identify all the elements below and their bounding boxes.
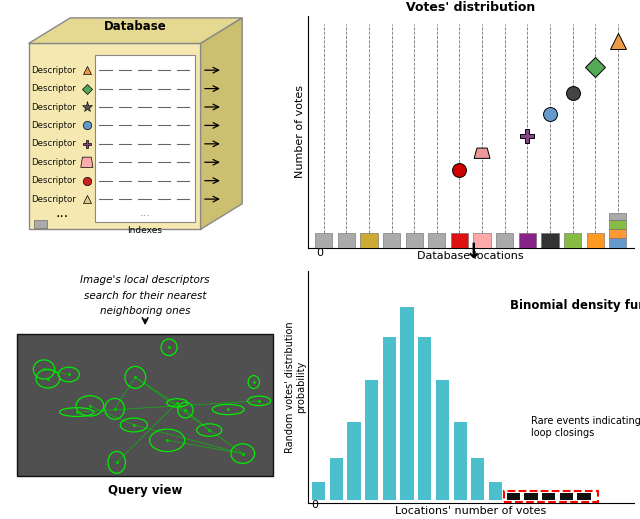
Text: Descriptor: Descriptor (31, 158, 76, 167)
Polygon shape (200, 18, 242, 229)
Bar (542, 493, 556, 500)
Bar (17, 334, 273, 475)
Bar (471, 458, 484, 500)
Bar (338, 233, 355, 248)
Bar (348, 422, 360, 500)
Y-axis label: Number of votes: Number of votes (295, 85, 305, 178)
Bar (587, 233, 604, 248)
Bar (428, 233, 445, 248)
Bar (560, 493, 573, 500)
Text: ...: ... (55, 206, 68, 220)
Text: Rare events indicating
loop closings: Rare events indicating loop closings (531, 416, 640, 438)
Bar (507, 493, 520, 500)
Y-axis label: Random votes' distribution
probability: Random votes' distribution probability (285, 321, 307, 453)
Bar (418, 337, 431, 500)
Bar (383, 233, 400, 248)
Polygon shape (29, 44, 200, 229)
Bar (360, 233, 378, 248)
Bar (609, 221, 627, 229)
Bar (609, 229, 627, 238)
Title: Votes' distribution: Votes' distribution (406, 2, 536, 15)
Bar (524, 493, 538, 500)
Text: search for their nearest: search for their nearest (84, 291, 206, 301)
Text: Binomial density function: Binomial density function (510, 299, 640, 312)
Polygon shape (29, 18, 242, 44)
Text: Descriptor: Descriptor (31, 84, 76, 93)
Bar (609, 238, 627, 248)
Bar (34, 220, 47, 228)
Text: Descriptor: Descriptor (31, 195, 76, 203)
Bar (541, 233, 559, 248)
Polygon shape (81, 157, 93, 167)
Bar (365, 380, 378, 500)
Bar (406, 233, 423, 248)
Bar (518, 233, 536, 248)
Text: neighboring ones: neighboring ones (100, 306, 190, 316)
Bar (489, 482, 502, 500)
Text: Descriptor: Descriptor (31, 121, 76, 130)
Text: Indexes: Indexes (127, 226, 163, 235)
Bar (609, 213, 627, 221)
Text: ↓: ↓ (465, 242, 483, 262)
Bar (504, 491, 598, 502)
Bar (474, 233, 491, 248)
Polygon shape (95, 55, 195, 222)
Bar (451, 233, 468, 248)
Bar (315, 233, 332, 248)
Bar (401, 307, 413, 500)
X-axis label: Database locations: Database locations (417, 251, 524, 261)
Text: Image's local descriptors: Image's local descriptors (81, 276, 210, 285)
Bar (577, 493, 591, 500)
Text: Descriptor: Descriptor (31, 102, 76, 112)
Text: 0: 0 (311, 500, 318, 510)
Bar (454, 422, 467, 500)
Text: Descriptor: Descriptor (31, 139, 76, 148)
Bar (496, 233, 513, 248)
Text: 0: 0 (316, 248, 323, 258)
Bar (436, 380, 449, 500)
Bar (330, 458, 343, 500)
Text: Query view: Query view (108, 484, 182, 497)
Text: Database: Database (104, 20, 167, 33)
Polygon shape (474, 148, 490, 158)
Text: Descriptor: Descriptor (31, 176, 76, 185)
Text: ...: ... (140, 208, 150, 218)
X-axis label: Locations' number of votes: Locations' number of votes (395, 506, 547, 516)
Text: Descriptor: Descriptor (31, 66, 76, 75)
Bar (564, 233, 581, 248)
Bar (312, 482, 325, 500)
Bar (383, 337, 396, 500)
